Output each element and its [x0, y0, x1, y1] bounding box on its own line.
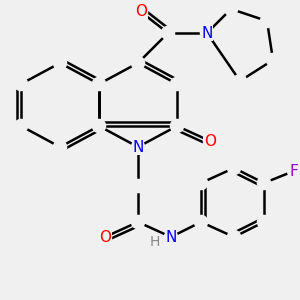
Circle shape [14, 77, 28, 91]
Circle shape [233, 74, 247, 88]
Circle shape [161, 26, 175, 40]
Circle shape [170, 77, 184, 91]
Circle shape [92, 119, 106, 133]
Circle shape [203, 134, 217, 148]
Text: O: O [99, 230, 111, 244]
Text: O: O [135, 4, 147, 20]
Circle shape [92, 77, 106, 91]
Text: H: H [149, 235, 160, 248]
Circle shape [257, 215, 271, 229]
Circle shape [134, 5, 148, 19]
Circle shape [170, 119, 184, 133]
Circle shape [98, 230, 112, 244]
Circle shape [131, 179, 145, 193]
Circle shape [260, 14, 274, 28]
Circle shape [194, 215, 208, 229]
Text: N: N [201, 26, 213, 40]
Circle shape [131, 140, 145, 154]
Circle shape [53, 56, 67, 70]
Text: N: N [132, 140, 144, 154]
Circle shape [257, 176, 271, 190]
Circle shape [287, 164, 300, 178]
Circle shape [227, 161, 241, 175]
Text: O: O [204, 134, 216, 148]
Text: F: F [290, 164, 298, 178]
Circle shape [53, 140, 67, 154]
Circle shape [14, 119, 28, 133]
Circle shape [131, 56, 145, 70]
Circle shape [194, 176, 208, 190]
Text: N: N [165, 230, 177, 244]
Circle shape [224, 2, 238, 16]
Circle shape [164, 230, 178, 244]
Circle shape [266, 53, 280, 67]
Circle shape [227, 230, 241, 244]
Circle shape [131, 215, 145, 229]
Circle shape [200, 26, 214, 40]
